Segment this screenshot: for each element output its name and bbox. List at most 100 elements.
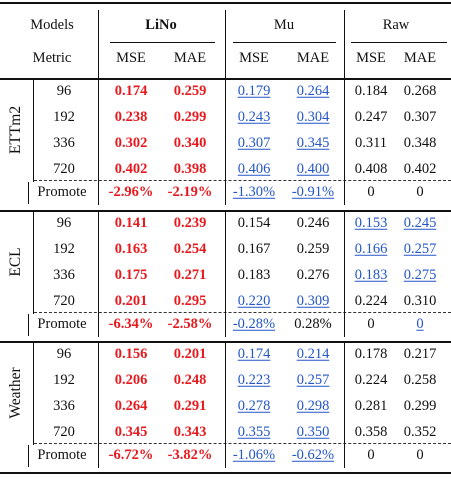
column-divider xyxy=(225,78,226,205)
table-cell: 0.167 xyxy=(237,240,271,257)
promote-dashed-rule xyxy=(34,312,451,313)
table-cell: 0.259 xyxy=(296,240,330,257)
horizon-label: 720 xyxy=(53,423,75,440)
table-cell: 0.175 xyxy=(114,266,148,283)
column-divider xyxy=(344,210,345,337)
models-header: Models xyxy=(30,16,74,33)
table-bottom-rule xyxy=(0,472,451,474)
dataset-label: ETTm2 xyxy=(7,105,24,155)
table-cell: 0.243 xyxy=(237,108,271,125)
metric-header-mse: MSE xyxy=(116,49,146,66)
table-cell: 0.348 xyxy=(403,134,437,151)
column-divider xyxy=(344,78,345,205)
promote-cell: 0 xyxy=(416,183,424,200)
metric-header: Metric xyxy=(32,49,72,66)
column-divider xyxy=(344,341,345,468)
promote-label: Promote xyxy=(37,183,87,200)
metric-header-mae: MAE xyxy=(296,49,330,66)
dataset-divider xyxy=(33,78,34,182)
table-cell: 0.264 xyxy=(296,82,330,99)
table-cell: 0.298 xyxy=(296,397,330,414)
table-cell: 0.156 xyxy=(114,345,148,362)
model-underline-raw xyxy=(351,42,447,43)
column-divider xyxy=(98,78,99,205)
table-cell: 0.343 xyxy=(173,423,207,440)
promote-cell: -1.06% xyxy=(232,446,276,463)
table-cell: 0.183 xyxy=(237,266,271,283)
table-cell: 0.201 xyxy=(173,345,207,362)
promote-left-bar xyxy=(28,445,29,467)
table-cell: 0.281 xyxy=(354,397,388,414)
horizon-label: 96 xyxy=(56,345,72,362)
promote-cell: 0 xyxy=(416,446,424,463)
table-cell: 0.238 xyxy=(114,108,148,125)
column-divider xyxy=(225,341,226,468)
table-cell: 0.345 xyxy=(114,423,148,440)
dataset-divider xyxy=(33,341,34,445)
table-cell: 0.141 xyxy=(114,214,148,231)
promote-cell: -0.91% xyxy=(291,183,335,200)
promote-dashed-rule xyxy=(34,443,451,444)
model-name-lino: LiNo xyxy=(145,16,177,33)
table-cell: 0.153 xyxy=(354,214,388,231)
promote-cell: 0.28% xyxy=(294,315,332,332)
horizon-label: 192 xyxy=(53,240,75,257)
promote-label: Promote xyxy=(37,315,87,332)
table-cell: 0.254 xyxy=(173,240,207,257)
horizon-label: 336 xyxy=(53,266,75,283)
table-cell: 0.178 xyxy=(354,345,388,362)
promote-left-bar xyxy=(28,314,29,336)
table-cell: 0.310 xyxy=(403,292,437,309)
promote-cell: -2.19% xyxy=(167,183,213,200)
table-cell: 0.402 xyxy=(403,160,437,177)
table-cell: 0.307 xyxy=(403,108,437,125)
table-cell: 0.163 xyxy=(114,240,148,257)
table-cell: 0.245 xyxy=(403,214,437,231)
table-cell: 0.183 xyxy=(354,266,388,283)
table-cell: 0.179 xyxy=(237,82,271,99)
table-cell: 0.340 xyxy=(173,134,207,151)
header-column-divider xyxy=(98,10,99,78)
model-underline-mu xyxy=(233,42,336,43)
table-cell: 0.355 xyxy=(237,423,271,440)
promote-cell: -6.72% xyxy=(108,446,154,463)
promote-label: Promote xyxy=(37,446,87,463)
table-cell: 0.248 xyxy=(173,371,207,388)
promote-cell: 0 xyxy=(416,315,424,332)
table-cell: 0.257 xyxy=(296,371,330,388)
table-cell: 0.201 xyxy=(114,292,148,309)
promote-cell: 0 xyxy=(367,446,375,463)
table-cell: 0.217 xyxy=(403,345,437,362)
table-cell: 0.154 xyxy=(237,214,271,231)
horizon-label: 720 xyxy=(53,292,75,309)
horizon-label: 336 xyxy=(53,134,75,151)
table-cell: 0.408 xyxy=(354,160,388,177)
table-cell: 0.276 xyxy=(296,266,330,283)
table-cell: 0.184 xyxy=(354,82,388,99)
promote-dashed-rule xyxy=(34,180,451,181)
promote-cell: -0.62% xyxy=(291,446,335,463)
metric-header-mae: MAE xyxy=(403,49,437,66)
table-cell: 0.174 xyxy=(237,345,271,362)
table-cell: 0.271 xyxy=(173,266,207,283)
horizon-label: 96 xyxy=(56,214,72,231)
column-divider xyxy=(98,341,99,468)
table-cell: 0.304 xyxy=(296,108,330,125)
table-cell: 0.398 xyxy=(173,160,207,177)
metric-header-mse: MSE xyxy=(356,49,386,66)
table-cell: 0.223 xyxy=(237,371,271,388)
dataset-divider xyxy=(33,210,34,314)
table-cell: 0.299 xyxy=(173,108,207,125)
promote-left-bar xyxy=(28,182,29,204)
table-cell: 0.402 xyxy=(114,160,148,177)
promote-cell: -6.34% xyxy=(108,315,154,332)
metric-header-mse: MSE xyxy=(239,49,269,66)
table-cell: 0.302 xyxy=(114,134,148,151)
dataset-label: Weather xyxy=(7,367,24,419)
table-cell: 0.400 xyxy=(296,160,330,177)
table-cell: 0.257 xyxy=(403,240,437,257)
promote-cell: -0.28% xyxy=(232,315,276,332)
table-cell: 0.350 xyxy=(296,423,330,440)
table-cell: 0.352 xyxy=(403,423,437,440)
